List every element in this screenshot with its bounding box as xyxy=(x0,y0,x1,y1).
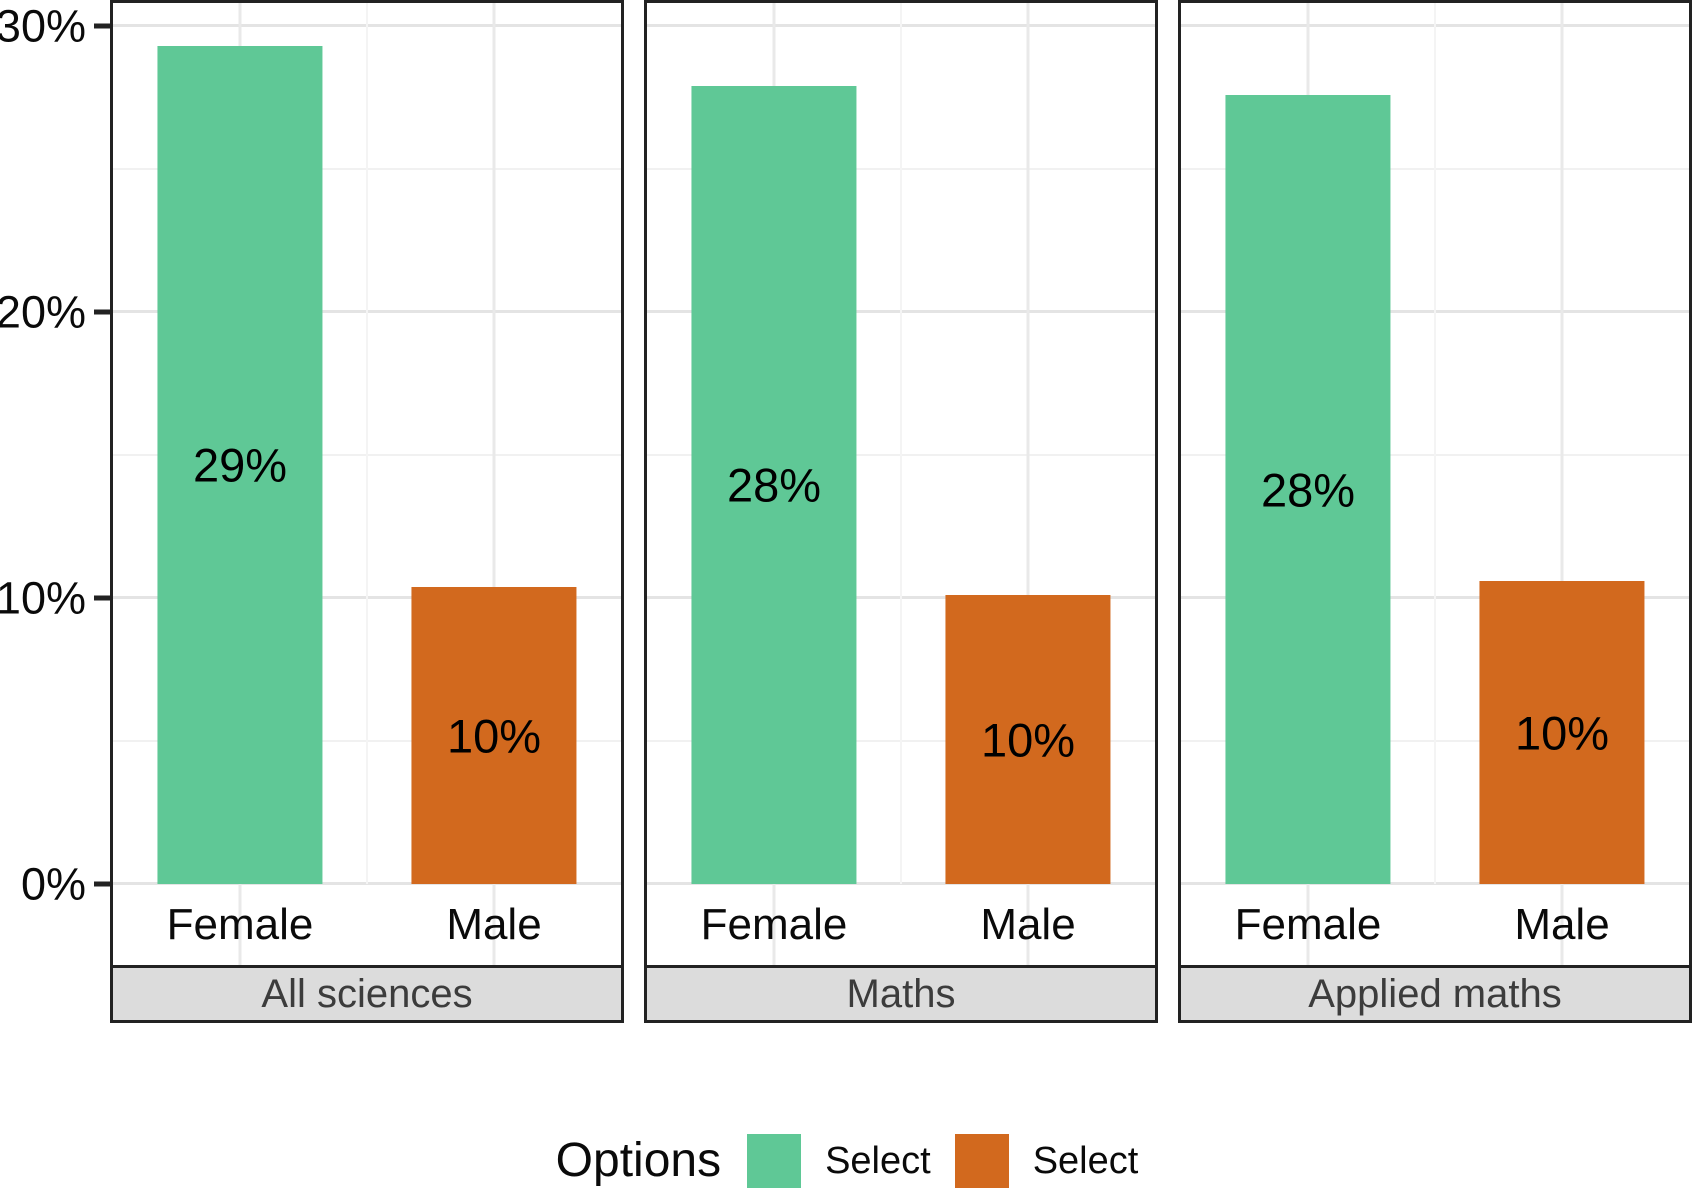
x-tick-label: Male xyxy=(980,899,1076,949)
legend-swatch-orange xyxy=(954,1134,1009,1188)
y-tick-label: 30% xyxy=(0,0,86,52)
panel-frame: 28% 10% Female Male xyxy=(644,0,1158,965)
plot-area: 28% 10% xyxy=(1181,3,1689,885)
gridline-vertical xyxy=(492,884,496,965)
facet-panel-applied-maths: 28% 10% Female Male Applied maths xyxy=(1178,0,1692,1023)
legend-title: Options xyxy=(555,1134,722,1187)
gridline-vertical-minor xyxy=(900,3,902,884)
gridline-vertical xyxy=(772,884,776,965)
x-tick-label: Male xyxy=(1514,899,1610,949)
gridline-vertical xyxy=(1026,884,1030,965)
bar-value-label: 10% xyxy=(1514,706,1610,759)
bar-male: 10% xyxy=(1479,581,1645,884)
y-tick-label: 10% xyxy=(0,572,86,624)
bar-male: 10% xyxy=(411,587,577,884)
x-axis-labels: Female Male xyxy=(647,884,1155,965)
y-tick-mark xyxy=(94,595,110,601)
x-tick-label: Male xyxy=(446,899,542,949)
facet-strip: Applied maths xyxy=(1178,965,1692,1023)
bar-value-label: 10% xyxy=(446,709,542,762)
y-axis: 0% 10% 20% 30% xyxy=(0,0,110,1040)
plot-area: 29% 10% xyxy=(113,3,621,885)
bar-value-label: 29% xyxy=(192,438,288,492)
panel-frame: 29% 10% Female Male xyxy=(110,0,624,965)
gridline-vertical xyxy=(1560,884,1564,965)
y-tick-label: 0% xyxy=(20,858,86,910)
bar-female: 28% xyxy=(1225,95,1391,884)
plot-area: 28% 10% xyxy=(647,3,1155,885)
panels-row: 29% 10% Female Male All sciences 28% 10% Fe… xyxy=(110,0,1692,1023)
x-axis-labels: Female Male xyxy=(1181,884,1689,965)
facet-strip: Maths xyxy=(644,965,1158,1023)
y-tick-mark xyxy=(94,309,110,315)
facet-strip-label: Applied maths xyxy=(1308,972,1562,1016)
facet-strip-label: Maths xyxy=(846,972,956,1016)
gridline-vertical-minor xyxy=(366,3,368,884)
gridline-vertical xyxy=(1306,884,1310,965)
bar-value-label: 10% xyxy=(980,713,1076,766)
bar-female: 28% xyxy=(691,86,857,884)
legend-label-orange: Select xyxy=(1032,1140,1139,1182)
gridline-vertical xyxy=(1026,3,1030,884)
gridline-vertical xyxy=(492,3,496,884)
x-tick-label: Female xyxy=(166,899,314,949)
bar-value-label: 28% xyxy=(726,458,822,512)
facet-panel-maths: 28% 10% Female Male Maths xyxy=(644,0,1158,1023)
facet-strip: All sciences xyxy=(110,965,624,1023)
facet-strip-label: All sciences xyxy=(261,972,473,1016)
gridline-vertical xyxy=(1560,3,1564,884)
gridline-vertical-minor xyxy=(1434,3,1436,884)
bar-value-label: 28% xyxy=(1260,463,1356,516)
y-tick-mark xyxy=(94,23,110,29)
x-tick-label: Female xyxy=(700,899,848,949)
bar-female: 29% xyxy=(157,46,323,884)
facet-panel-all-sciences: 29% 10% Female Male All sciences xyxy=(110,0,624,1023)
y-tick-mark xyxy=(94,881,110,887)
panel-frame: 28% 10% Female Male xyxy=(1178,0,1692,965)
legend-label-green: Select xyxy=(825,1140,931,1182)
x-axis-labels: Female Male xyxy=(113,884,621,965)
y-tick-label: 20% xyxy=(0,286,86,338)
x-tick-label: Female xyxy=(1234,899,1382,949)
legend: Options Select Select xyxy=(0,1130,1694,1192)
legend-swatch-green xyxy=(747,1134,802,1188)
bar-male: 10% xyxy=(945,595,1111,884)
gridline-vertical xyxy=(238,884,242,965)
